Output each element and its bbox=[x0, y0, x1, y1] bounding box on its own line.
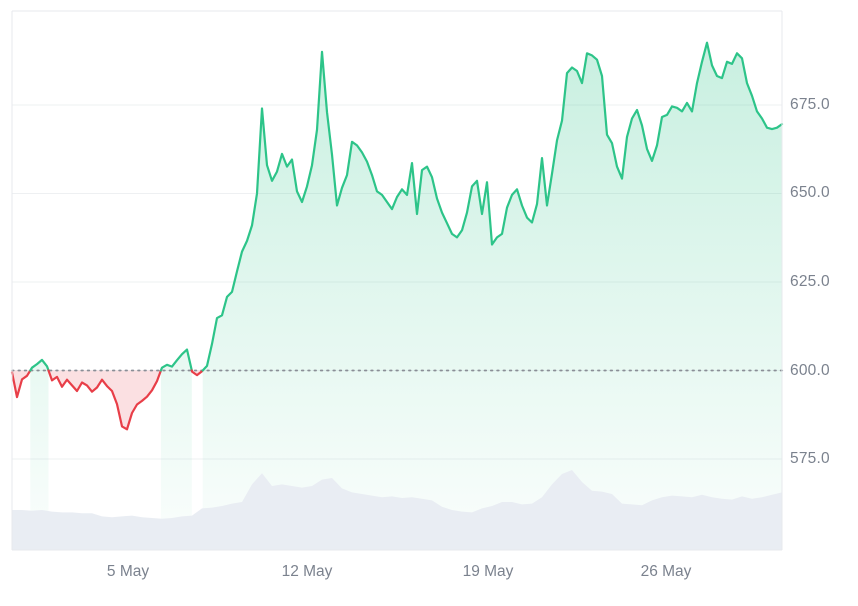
volume-area bbox=[12, 470, 782, 550]
x-axis-label: 5 May bbox=[106, 563, 150, 580]
price-area-up bbox=[202, 42, 782, 550]
price-area-down bbox=[48, 370, 161, 430]
price-line-down bbox=[47, 369, 162, 431]
y-axis-label: 575.0 bbox=[790, 450, 830, 467]
price-area-up bbox=[30, 359, 49, 550]
x-axis-label: 26 May bbox=[640, 563, 692, 580]
price-line-down bbox=[10, 369, 32, 399]
y-axis-label: 650.0 bbox=[790, 184, 830, 201]
price-line-up bbox=[201, 41, 784, 372]
y-axis-label: 625.0 bbox=[790, 273, 830, 290]
x-axis-label: 19 May bbox=[462, 563, 514, 580]
price-area-up bbox=[160, 349, 192, 550]
price-line-up bbox=[29, 358, 50, 372]
y-axis-label: 675.0 bbox=[790, 96, 830, 113]
price-line-up bbox=[159, 348, 193, 372]
y-axis-label: 600.0 bbox=[790, 362, 830, 379]
x-axis-label: 12 May bbox=[281, 563, 333, 580]
